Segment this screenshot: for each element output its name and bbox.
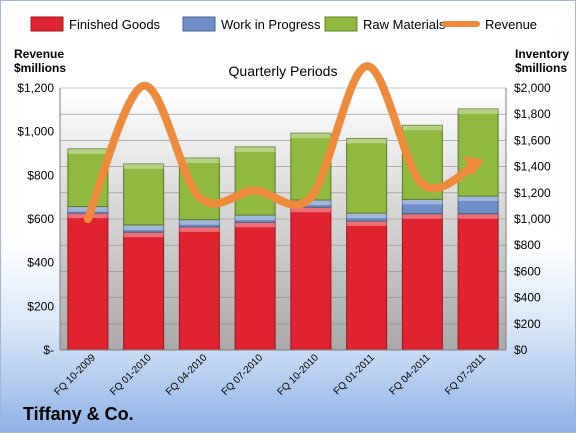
bar-highlight-raw-materials bbox=[235, 146, 276, 152]
left-tick-label: $400 bbox=[27, 256, 54, 270]
right-tick-label: $0 bbox=[514, 343, 528, 357]
right-axis-label-line2: $millions bbox=[515, 61, 567, 75]
bar-highlight-finished-goods bbox=[179, 226, 220, 232]
legend-label-raw-materials: Raw Materials bbox=[363, 17, 446, 32]
right-tick-label: $400 bbox=[514, 291, 541, 305]
bar-finished-goods bbox=[178, 226, 220, 351]
bar-highlight-work-in-progress bbox=[346, 213, 387, 219]
left-tick-label: $1,000 bbox=[17, 125, 54, 139]
bar-highlight-finished-goods bbox=[402, 213, 443, 219]
right-tick-label: $1,600 bbox=[514, 133, 551, 147]
x-tick-label: FQ 07-2011 bbox=[443, 352, 488, 397]
x-tick-label: FQ 01-2011 bbox=[332, 352, 377, 397]
bar-highlight-raw-materials bbox=[179, 158, 220, 164]
legend-item-revenue: Revenue bbox=[442, 17, 537, 32]
legend-swatch-work-in-progress bbox=[182, 16, 216, 32]
left-tick-label: $800 bbox=[27, 168, 54, 182]
left-tick-label: $- bbox=[43, 343, 54, 357]
bar-highlight-work-in-progress bbox=[458, 196, 499, 202]
bar-raw-materials bbox=[234, 146, 276, 216]
right-tick-label: $2,000 bbox=[514, 81, 551, 95]
x-tick-label: FQ 01-2010 bbox=[108, 352, 154, 398]
bar-finished-goods bbox=[457, 213, 499, 351]
bar-highlight-raw-materials bbox=[458, 108, 499, 114]
bar-raw-materials bbox=[123, 163, 165, 226]
revenue-line-group bbox=[83, 62, 484, 223]
legend-item-work-in-progress: Work in Progress bbox=[182, 16, 321, 32]
revenue-line bbox=[83, 62, 483, 223]
legend-item-finished-goods: Finished Goods bbox=[30, 16, 161, 32]
right-tick-label: $1,800 bbox=[514, 107, 551, 121]
bar-finished-goods bbox=[234, 221, 276, 351]
left-tick-label: $200 bbox=[27, 299, 54, 313]
left-axis-label-line1: Revenue bbox=[14, 47, 64, 61]
left-axis-label-line2: $millions bbox=[14, 61, 66, 75]
bar-finished-goods bbox=[346, 220, 388, 351]
legend-label-finished-goods: Finished Goods bbox=[69, 17, 161, 32]
legend: Finished Goods Work in Progress Raw Mate… bbox=[30, 16, 537, 32]
bar-finished-goods bbox=[401, 213, 443, 351]
x-tick-label: FQ 10-2009 bbox=[52, 352, 98, 398]
x-tick-label: FQ 04-2010 bbox=[164, 352, 210, 398]
bar-highlight-finished-goods bbox=[235, 222, 276, 228]
left-tick-label: $600 bbox=[27, 212, 54, 226]
bar-highlight-raw-materials bbox=[346, 138, 387, 144]
bar-finished-goods bbox=[290, 206, 332, 351]
bar-finished-goods bbox=[123, 231, 165, 351]
bar-highlight-finished-goods bbox=[123, 232, 164, 238]
right-axis-label-line1: Inventory bbox=[515, 47, 569, 61]
bar-highlight-finished-goods bbox=[290, 207, 331, 213]
bar-highlight-finished-goods bbox=[346, 220, 387, 226]
bar-finished-goods bbox=[67, 212, 109, 351]
right-tick-label: $200 bbox=[514, 317, 541, 331]
bar-highlight-work-in-progress bbox=[235, 215, 276, 221]
bar-highlight-work-in-progress bbox=[179, 219, 220, 225]
bars bbox=[67, 108, 499, 351]
right-tick-label: $1,200 bbox=[514, 186, 551, 200]
bar-highlight-finished-goods bbox=[458, 213, 499, 219]
bar-highlight-raw-materials bbox=[67, 148, 108, 154]
legend-swatch-finished-goods bbox=[30, 16, 64, 32]
bar-highlight-raw-materials bbox=[290, 133, 331, 139]
right-tick-label: $600 bbox=[514, 264, 541, 278]
right-tick-label: $800 bbox=[514, 238, 541, 252]
bar-raw-materials bbox=[457, 108, 499, 197]
left-tick-label: $1,200 bbox=[17, 81, 54, 95]
x-tick-label: FQ 10-2010 bbox=[275, 352, 321, 398]
legend-label-revenue: Revenue bbox=[485, 17, 537, 32]
bar-highlight-raw-materials bbox=[123, 163, 164, 169]
right-tick-label: $1,000 bbox=[514, 212, 551, 226]
company-name: Tiffany & Co. bbox=[23, 404, 134, 424]
bar-raw-materials bbox=[346, 137, 388, 214]
chart-title: Quarterly Periods bbox=[229, 63, 338, 79]
legend-label-work-in-progress: Work in Progress bbox=[221, 17, 321, 32]
revenue-arrowhead bbox=[463, 156, 484, 177]
x-tick-label: FQ 04-2011 bbox=[388, 352, 433, 397]
right-tick-label: $1,400 bbox=[514, 160, 551, 174]
bar-highlight-raw-materials bbox=[402, 125, 443, 131]
x-tick-label: FQ 07-2010 bbox=[220, 352, 266, 398]
legend-swatch-raw-materials bbox=[324, 16, 358, 32]
legend-item-raw-materials: Raw Materials bbox=[324, 16, 446, 32]
bar-highlight-work-in-progress bbox=[123, 224, 164, 230]
bar-highlight-work-in-progress bbox=[402, 199, 443, 205]
